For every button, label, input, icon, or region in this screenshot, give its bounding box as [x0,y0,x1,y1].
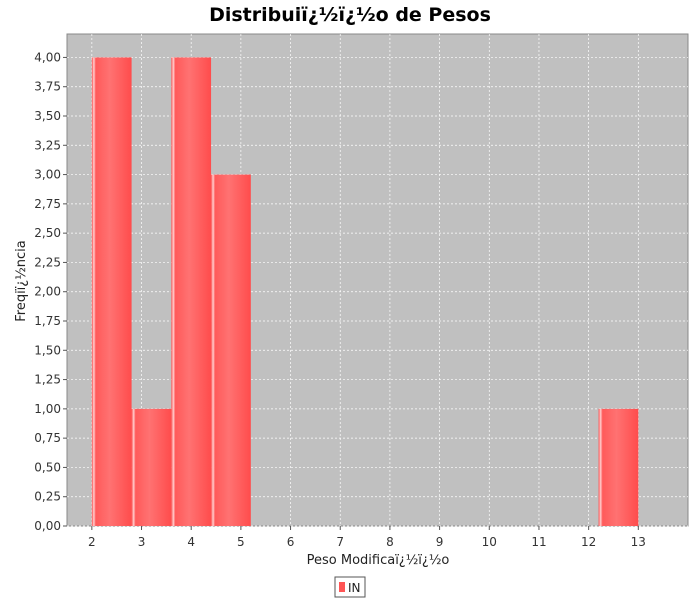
x-tick-label: 12 [581,535,596,549]
y-tick-label: 4,00 [34,50,61,64]
x-axis-label: Peso Modificaï¿½ï¿½o [307,553,450,568]
x-tick-label: 8 [386,535,394,549]
x-tick-label: 6 [287,535,295,549]
y-tick-label: 0,25 [34,490,61,504]
y-tick-label: 1,75 [34,314,61,328]
y-tick-label: 3,00 [34,168,61,182]
y-tick-label: 3,50 [34,109,61,123]
y-axis-label: Freqiï¿½ncia [14,240,29,322]
x-tick-label: 11 [531,535,546,549]
x-tick-label: 7 [336,535,344,549]
y-tick-label: 3,75 [34,80,61,94]
y-tick-label: 2,75 [34,197,61,211]
legend: IN [334,576,366,598]
x-axis-ticks: 2 3 4 5 6 7 8 9 10 11 12 13 [88,526,646,549]
x-tick-label: 9 [436,535,444,549]
legend-swatch [339,582,345,592]
histogram-bar [131,408,172,526]
x-tick-label: 13 [631,535,646,549]
y-tick-label: 0,50 [34,460,61,474]
y-tick-label: 1,00 [34,402,61,416]
histogram-bar [211,174,251,527]
y-tick-label: 2,00 [34,285,61,299]
x-tick-label: 3 [138,535,146,549]
y-tick-label: 1,25 [34,373,61,387]
y-axis-ticks: 0,00 0,25 0,50 0,75 1,00 1,25 1,50 1,75 2,00 2,25… [34,50,67,533]
y-tick-label: 2,50 [34,226,61,240]
x-tick-label: 4 [187,535,195,549]
y-tick-label: 0,75 [34,431,61,445]
y-tick-label: 1,50 [34,343,61,357]
x-tick-label: 5 [237,535,245,549]
histogram-bar [171,57,212,527]
x-tick-label: 10 [482,535,497,549]
histogram-bar [91,57,132,527]
x-tick-label: 2 [88,535,96,549]
bars-group [91,57,639,527]
y-tick-label: 2,25 [34,255,61,269]
y-tick-label: 3,25 [34,138,61,152]
y-tick-label: 0,00 [34,519,61,533]
chart-title: Distribuiï¿½ï¿½o de Pesos [209,4,491,26]
legend-label: IN [348,581,361,595]
histogram-bar [598,408,639,526]
